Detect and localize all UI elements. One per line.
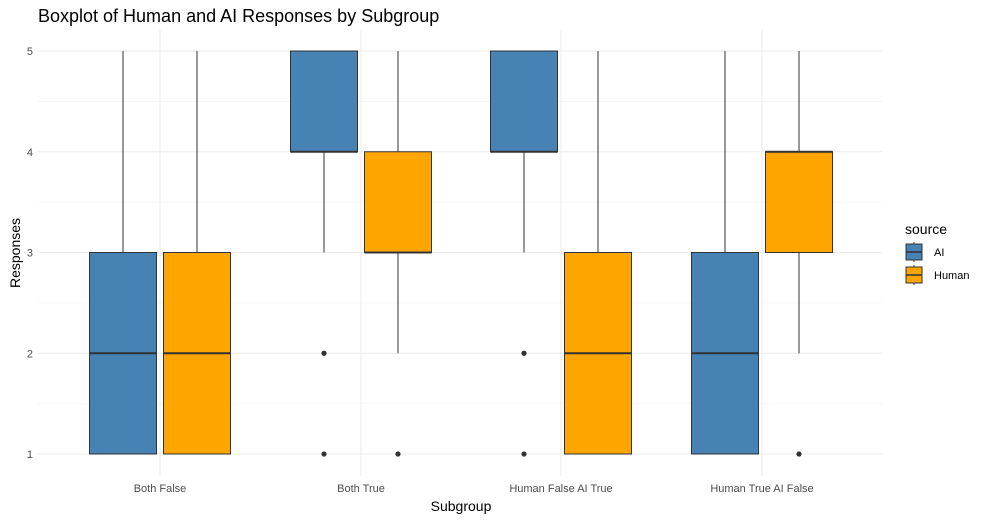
legend-label: Human xyxy=(934,270,969,282)
x-tick-label: Both False xyxy=(134,483,187,495)
outlier-point xyxy=(796,451,802,457)
x-tick-label: Human True AI False xyxy=(710,483,813,495)
y-tick-label: 2 xyxy=(27,348,33,360)
box-human-4 xyxy=(765,51,833,457)
y-tick-label: 1 xyxy=(27,449,33,461)
outlier-point xyxy=(321,451,327,457)
box-human-2 xyxy=(364,51,432,457)
box-ai-1 xyxy=(89,51,157,455)
y-tick-label: 5 xyxy=(27,46,33,58)
legend: source AI Human xyxy=(905,221,969,285)
box-ai-4 xyxy=(691,51,759,455)
outlier-point xyxy=(521,350,527,356)
box-rect xyxy=(290,50,358,153)
legend-label: AI xyxy=(934,247,944,259)
box-human-3 xyxy=(564,51,632,455)
x-axis-title: Subgroup xyxy=(431,498,492,514)
box-rect xyxy=(490,50,558,153)
outlier-point xyxy=(395,451,401,457)
outlier-point xyxy=(321,350,327,356)
x-tick-label: Both True xyxy=(337,483,385,495)
y-axis-title: Responses xyxy=(7,218,23,288)
x-axis-ticks: Both False Both True Human False AI True Hu… xyxy=(134,483,814,495)
legend-title: source xyxy=(905,221,947,237)
chart-title: Boxplot of Human and AI Responses by Sub… xyxy=(38,6,439,26)
x-tick-label: Human False AI True xyxy=(509,483,612,495)
legend-item-human: Human xyxy=(905,265,969,285)
boxes xyxy=(89,50,833,457)
y-tick-label: 4 xyxy=(27,147,33,159)
outlier-point xyxy=(521,451,527,457)
box-rect xyxy=(364,151,432,253)
y-tick-label: 3 xyxy=(27,248,33,260)
box-ai-2 xyxy=(290,50,358,457)
box-ai-3 xyxy=(490,50,558,457)
box-rect xyxy=(765,151,833,253)
box-human-1 xyxy=(163,51,231,455)
y-axis-ticks: 1 2 3 4 5 xyxy=(27,46,33,461)
legend-item-ai: AI xyxy=(905,242,944,262)
